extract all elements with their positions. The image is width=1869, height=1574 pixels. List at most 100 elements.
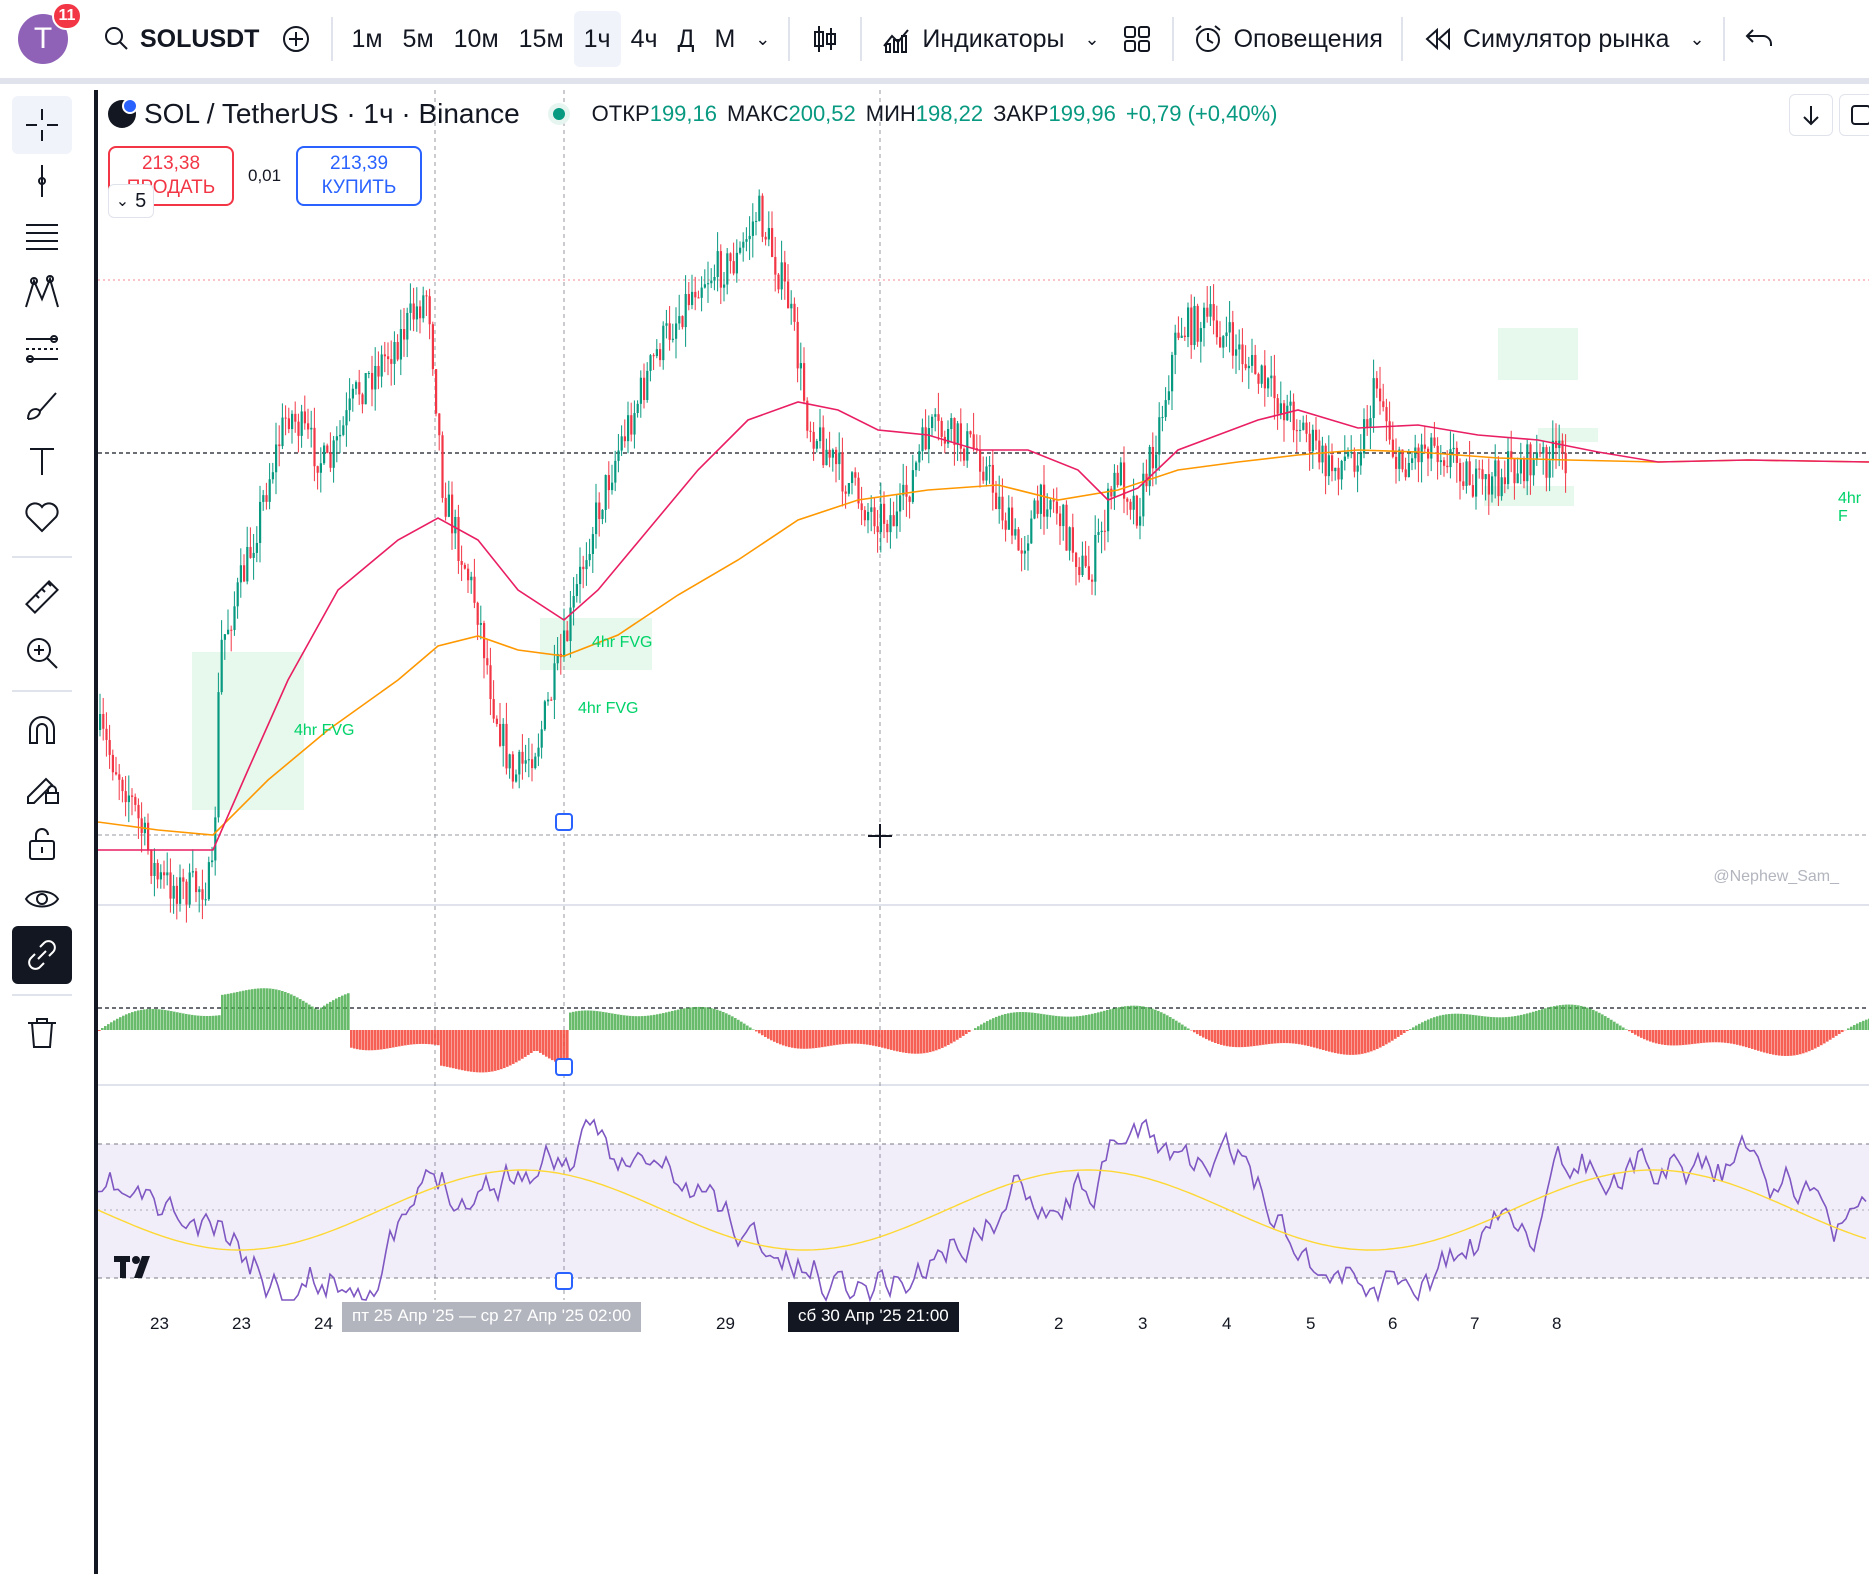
- legend-title[interactable]: SOL / TetherUS · 1ч · Binance: [144, 98, 520, 129]
- histogram-bar: [1133, 1005, 1136, 1030]
- candle-body: [691, 291, 694, 306]
- interval-button[interactable]: 4ч: [630, 24, 658, 53]
- pattern-tool[interactable]: [12, 264, 72, 322]
- chart-area[interactable]: SOL / TetherUS · 1ч · Binance ОТКР 199,1…: [98, 90, 1869, 1574]
- chart-canvas[interactable]: [98, 90, 1869, 1574]
- icon-tool[interactable]: [12, 488, 72, 546]
- hide-tool[interactable]: [12, 870, 72, 928]
- histogram-bar: [950, 1030, 953, 1044]
- histogram-bar: [284, 991, 287, 1030]
- histogram-bar: [188, 1014, 191, 1030]
- replay-button[interactable]: Симулятор рынка: [1411, 11, 1680, 67]
- rewind-icon: [1425, 27, 1450, 51]
- histogram-bar: [1157, 1010, 1160, 1030]
- interval-button[interactable]: 1ч: [573, 11, 621, 67]
- indicators-collapse-button[interactable]: ⌄ 5: [108, 184, 154, 218]
- interval-button[interactable]: 5м: [402, 24, 434, 53]
- histogram-bar: [1595, 1011, 1598, 1030]
- histogram-bar: [983, 1022, 986, 1030]
- undo-button[interactable]: [1733, 11, 1787, 67]
- fib-tool[interactable]: [12, 208, 72, 266]
- candle-body: [300, 411, 303, 436]
- histogram-bar: [1535, 1010, 1538, 1030]
- zoom-tool[interactable]: [12, 624, 72, 682]
- buy-button[interactable]: 213,39 КУПИТЬ: [296, 146, 422, 206]
- candle-body: [1116, 472, 1119, 486]
- candle-body: [764, 236, 767, 240]
- histogram-bar: [851, 1030, 854, 1044]
- alerts-button[interactable]: Оповещения: [1182, 11, 1393, 67]
- scroll-latest-button[interactable]: [1789, 94, 1833, 136]
- user-avatar[interactable]: T 11: [18, 2, 82, 64]
- interval-button[interactable]: 1м: [351, 24, 383, 53]
- layout-button[interactable]: [1110, 11, 1164, 67]
- histogram-bar: [1463, 1013, 1466, 1030]
- interval-dropdown[interactable]: ⌄: [755, 28, 771, 49]
- brush-tool[interactable]: [12, 376, 72, 434]
- sync-drawings-tool[interactable]: [12, 926, 72, 984]
- replay-dropdown[interactable]: ⌄: [1689, 28, 1705, 49]
- candle-body: [611, 482, 614, 491]
- text-tool[interactable]: [12, 432, 72, 490]
- candle-body: [1113, 472, 1116, 497]
- compare-button[interactable]: [269, 11, 323, 67]
- measure-tool[interactable]: [12, 568, 72, 626]
- candle-body: [1273, 375, 1276, 399]
- histogram-bar: [395, 1030, 398, 1047]
- interval-button[interactable]: 15м: [518, 24, 564, 53]
- forecast-tool[interactable]: [12, 320, 72, 378]
- interval-button[interactable]: 10м: [453, 24, 499, 53]
- histogram-bar: [1358, 1030, 1361, 1055]
- histogram-bar: [584, 1010, 587, 1030]
- histogram-bar: [1502, 1017, 1505, 1030]
- lock-drawing-tool[interactable]: [12, 758, 72, 816]
- histogram-bar: [857, 1030, 860, 1044]
- candle-body: [479, 623, 482, 625]
- histogram-bar: [608, 1012, 611, 1030]
- interval-button[interactable]: М: [714, 24, 736, 53]
- candle-body: [118, 774, 121, 780]
- candle-body: [425, 295, 428, 297]
- magnet-tool[interactable]: [12, 702, 72, 760]
- candle-body: [393, 342, 396, 364]
- histogram-bar: [1193, 1030, 1196, 1033]
- maximize-button[interactable]: [1839, 94, 1869, 136]
- candle-body: [246, 546, 249, 582]
- candle-body: [1283, 403, 1286, 421]
- candle-body: [1353, 451, 1356, 472]
- indicators-button[interactable]: Индикаторы: [870, 11, 1074, 67]
- candle-body: [1311, 429, 1314, 452]
- brush-icon: [27, 392, 57, 420]
- histogram-bar: [476, 1030, 479, 1073]
- interval-button[interactable]: Д: [677, 24, 695, 53]
- candle-body: [665, 323, 668, 326]
- histogram-bar: [581, 1010, 584, 1030]
- indicators-dropdown[interactable]: ⌄: [1084, 28, 1100, 49]
- histogram-bar: [713, 1008, 716, 1030]
- histogram-bar: [98, 1030, 101, 1031]
- histogram-bar: [1478, 1015, 1481, 1030]
- histogram-bar: [1454, 1013, 1457, 1030]
- market-status-icon[interactable]: [547, 103, 570, 125]
- candle-body: [470, 576, 473, 581]
- chart-type-button[interactable]: [798, 11, 852, 67]
- candle-body: [991, 464, 994, 493]
- candle-body: [169, 872, 172, 899]
- histogram-bar: [287, 993, 290, 1030]
- candle-body: [1564, 452, 1567, 474]
- histogram-bar: [617, 1014, 620, 1030]
- candle-body: [735, 252, 738, 274]
- time-axis-label: 7: [1470, 1314, 1480, 1333]
- link-icon: [28, 940, 56, 970]
- histogram-bar: [1487, 1016, 1490, 1030]
- ema-slow-line: [98, 449, 1869, 836]
- candle-body: [1209, 304, 1212, 317]
- remove-drawings-tool[interactable]: [12, 1004, 72, 1062]
- lock-all-tool[interactable]: [12, 814, 72, 872]
- crosshair-tool[interactable]: [12, 96, 72, 154]
- symbol-search[interactable]: SOLUSDT: [90, 11, 269, 67]
- histogram-bar: [1160, 1012, 1163, 1030]
- trend-line-tool[interactable]: [12, 152, 72, 210]
- histogram-bar: [902, 1030, 905, 1053]
- histogram-bar: [1823, 1030, 1826, 1044]
